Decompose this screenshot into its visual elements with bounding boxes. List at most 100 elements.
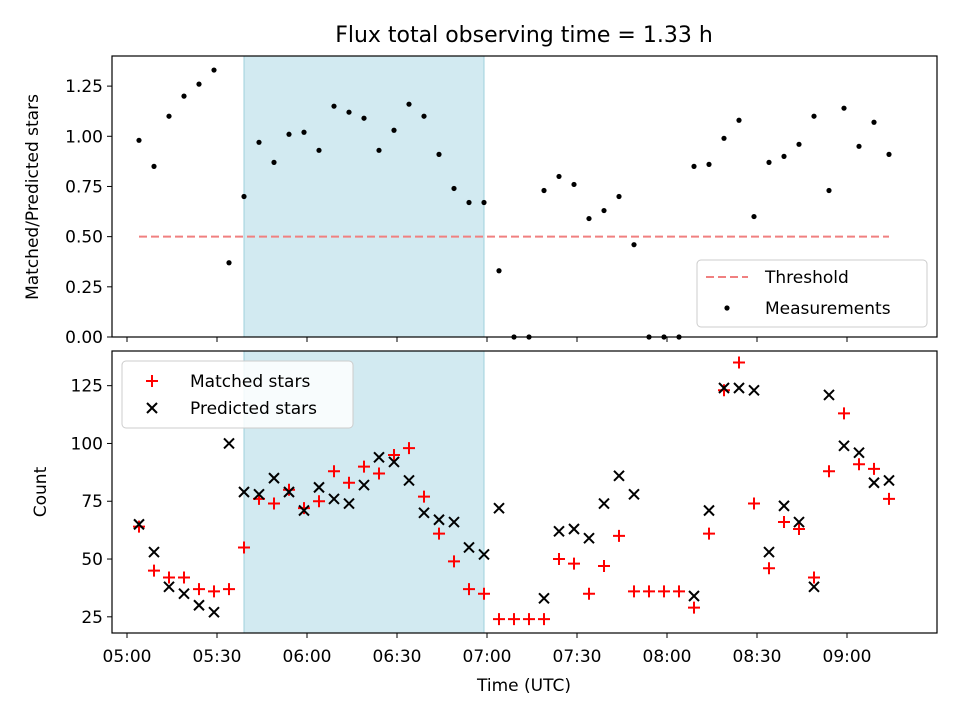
matched-star-point — [778, 516, 790, 529]
matched-star-point — [643, 585, 655, 598]
counts-legend-box — [121, 360, 354, 429]
threshold-legend-label: Threshold — [764, 268, 849, 288]
predicted-star-point — [478, 548, 490, 561]
matched-star-point — [313, 495, 325, 508]
measurement-point — [136, 137, 142, 143]
matched-star-point — [853, 458, 865, 471]
predicted-star-point — [358, 479, 370, 491]
y-tick-label: 125 — [71, 377, 103, 397]
predicted-star-point — [538, 592, 550, 605]
measurement-point — [346, 109, 352, 115]
matched-star-point — [493, 613, 505, 626]
matched-star-point — [298, 502, 310, 515]
matched-star-point — [148, 564, 160, 577]
matched-star-point — [748, 497, 760, 510]
predicted-star-point — [373, 451, 385, 464]
predicted-legend-marker — [146, 402, 158, 414]
measurement-point — [226, 260, 232, 266]
predicted-star-point — [253, 488, 265, 501]
matched-star-point — [553, 553, 565, 566]
matched-star-point — [478, 587, 490, 600]
measurement-point — [181, 93, 187, 99]
matched-star-point — [658, 585, 670, 598]
predicted-star-point — [568, 523, 580, 535]
predicted-star-point — [823, 389, 835, 401]
matched-star-point — [823, 465, 835, 478]
x-axis-label: Time (UTC) — [476, 676, 571, 696]
matched-star-point — [178, 571, 190, 584]
y-tick-label: 25 — [81, 608, 103, 628]
measurement-point — [631, 242, 637, 248]
matched-star-point — [673, 585, 685, 598]
measurement-point — [256, 139, 262, 145]
ratio-legend: Threshold Measurements — [696, 259, 928, 328]
predicted-star-point — [388, 456, 400, 468]
matched-star-point — [883, 492, 895, 505]
measurement-point — [766, 159, 772, 165]
matched-star-point — [628, 585, 640, 598]
measurement-point — [361, 115, 367, 121]
matched-star-point — [448, 555, 460, 568]
y-tick-label: 0.25 — [65, 278, 103, 298]
measurement-point — [151, 163, 157, 169]
measurement-point — [886, 151, 892, 157]
measurement-point — [466, 199, 472, 206]
y-tick-label: 100 — [71, 434, 103, 454]
predicted-star-point — [328, 493, 340, 505]
predicted-star-point — [208, 606, 220, 618]
predicted-star-point — [163, 581, 175, 593]
measurement-point — [706, 161, 712, 167]
matched-star-point — [508, 613, 520, 626]
predicted-star-point — [433, 514, 445, 526]
predicted-star-point — [853, 446, 865, 459]
predicted-star-point — [448, 516, 460, 528]
ratio-legend-box — [696, 259, 928, 328]
predicted-star-point — [148, 546, 160, 558]
matched-star-point — [283, 483, 295, 496]
x-tick-label: 05:30 — [193, 647, 242, 667]
matched-star-point — [808, 571, 820, 584]
measurement-point — [616, 193, 622, 200]
matched-star-point — [583, 587, 595, 600]
predicted-star-point — [223, 437, 235, 450]
measurement-point — [481, 199, 487, 206]
matched-star-point — [208, 585, 220, 598]
measurement-point — [586, 215, 592, 222]
measurement-point — [856, 143, 862, 149]
matched-star-point — [403, 442, 415, 455]
predicted-star-point — [598, 497, 610, 510]
measurement-point — [286, 131, 292, 137]
matched-star-point — [223, 583, 235, 596]
matched-legend-marker — [146, 375, 158, 387]
predicted-star-point — [718, 382, 730, 394]
predicted-star-point — [298, 504, 310, 517]
y-tick-label: 75 — [81, 492, 103, 512]
predicted-star-point — [583, 532, 595, 544]
predicted-star-point — [463, 541, 475, 554]
matched-star-point — [523, 613, 535, 626]
matched-star-point — [718, 384, 730, 397]
predicted-star-point — [493, 502, 505, 514]
matched-star-point — [328, 465, 340, 478]
counts-x-axis: 05:00 05:30 06:00 06:30 07:00 07:30 08:00 08:30… — [103, 633, 872, 667]
counts-legend: Matched stars Predicted stars — [121, 360, 354, 429]
measurement-point — [691, 163, 697, 169]
matched-star-point — [688, 601, 700, 614]
matched-star-point — [598, 559, 610, 572]
matched-star-point — [733, 356, 745, 369]
matched-legend-label: Matched stars — [190, 372, 310, 392]
y-tick-label: 0.75 — [65, 177, 103, 197]
y-tick-label: 0.50 — [65, 228, 103, 248]
predicted-star-point — [613, 470, 625, 482]
y-tick-label: 1.25 — [65, 77, 103, 97]
measurement-point — [196, 81, 202, 87]
measurement-point — [406, 101, 412, 107]
matched-star-point — [868, 462, 880, 475]
matched-star-point — [418, 490, 430, 503]
measurement-point — [721, 135, 727, 141]
ratio-x-ticks — [126, 337, 848, 342]
counts-plot-area — [133, 356, 895, 626]
predicted-star-point — [403, 474, 415, 487]
predicted-star-point — [313, 481, 325, 494]
matched-star-point — [193, 583, 205, 596]
